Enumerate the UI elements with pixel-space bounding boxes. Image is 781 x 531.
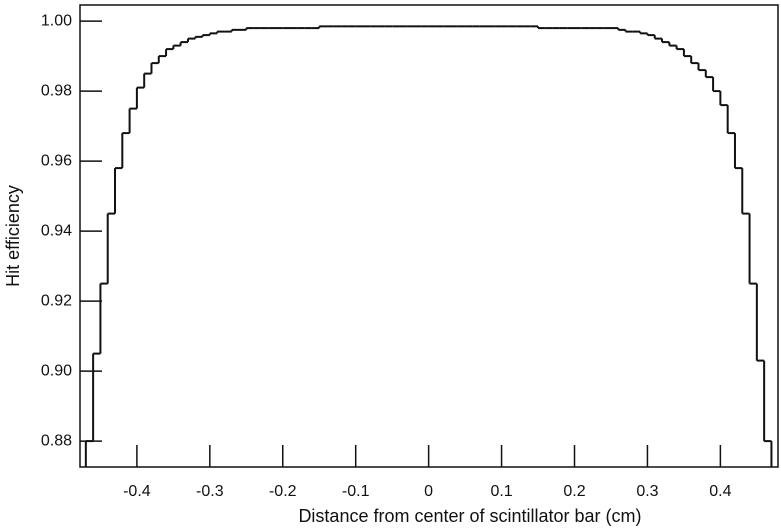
y-tick-label: 0.98 — [41, 82, 72, 99]
x-tick-label: 0 — [424, 483, 433, 500]
x-tick-label: -0.2 — [269, 483, 297, 500]
x-tick-label: 0.2 — [563, 483, 585, 500]
y-tick-label: 0.90 — [41, 362, 72, 379]
x-tick-label: -0.3 — [196, 483, 224, 500]
y-tick-label: 0.92 — [41, 292, 72, 309]
y-tick-label: 0.96 — [41, 152, 72, 169]
y-tick-label: 0.88 — [41, 432, 72, 449]
plot-frame — [79, 4, 779, 468]
y-axis-label: Hit efficiency — [3, 185, 23, 287]
x-tick-label: 0.3 — [636, 483, 658, 500]
x-tick-label: 0.4 — [709, 483, 731, 500]
x-axis-label: Distance from center of scintillator bar… — [298, 506, 641, 526]
x-tick-label: -0.1 — [342, 483, 370, 500]
x-tick-label: -0.4 — [123, 483, 151, 500]
x-tick-label: 0.1 — [490, 483, 512, 500]
y-tick-label: 1.00 — [41, 12, 72, 29]
y-tick-label: 0.94 — [41, 222, 72, 239]
